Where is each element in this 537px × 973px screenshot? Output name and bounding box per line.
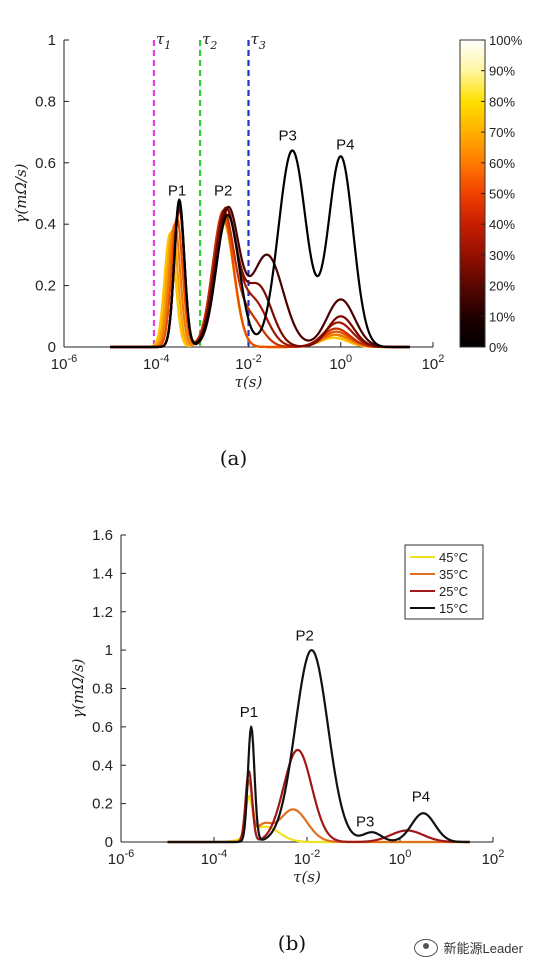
- chart-panel-b: 10-6 10-4 10-2 100 102 0 0.2 0.4 0.6 0.8 1 1.2 1.4 1.…: [69, 527, 504, 955]
- legend-label: 15°C: [439, 601, 468, 616]
- colorbar-label: 70%: [489, 125, 515, 140]
- y-tick-label: 0.8: [92, 681, 113, 698]
- y-tick-label: 1.6: [92, 527, 113, 544]
- colorbar-label: 80%: [489, 94, 515, 109]
- tau-marker-label: τ2: [202, 30, 217, 52]
- wechat-logo-icon: [413, 938, 438, 957]
- watermark-text: 新能源Leader: [443, 941, 523, 956]
- colorbar-label: 100%: [489, 33, 523, 48]
- colorbar-label: 50%: [489, 187, 515, 202]
- legend-label: 25°C: [439, 584, 468, 599]
- y-tick-label: 1.4: [92, 565, 113, 582]
- x-tick-label: 102: [422, 353, 445, 373]
- legend-label: 45°C: [439, 550, 468, 565]
- panel-label: (a): [220, 446, 248, 470]
- peak-label: P2: [214, 183, 232, 200]
- series-line: [167, 649, 470, 844]
- peak-label: P3: [356, 813, 374, 830]
- legend-label: 35°C: [439, 567, 468, 582]
- y-tick-label: 1.2: [92, 604, 113, 621]
- peak-label: P2: [295, 627, 313, 644]
- y-tick-label: 0.6: [35, 155, 56, 172]
- watermark: 新能源Leader: [413, 938, 523, 957]
- peak-label: P4: [336, 137, 354, 154]
- colorbar: [459, 39, 486, 348]
- colorbar-label: 10%: [489, 309, 515, 324]
- y-axis-label: γ(mΩ/s): [69, 658, 87, 718]
- y-tick-label: 0.4: [35, 216, 56, 233]
- colorbar-label: 30%: [489, 248, 515, 263]
- y-tick-label: 0: [48, 339, 56, 356]
- x-tick-label: 100: [329, 353, 352, 373]
- x-tick-label: 10-6: [51, 353, 77, 373]
- x-tick-label: 10-2: [294, 848, 320, 868]
- series-line: [109, 149, 411, 349]
- peak-label: P3: [279, 127, 297, 144]
- x-axis-label: τ(s): [293, 868, 321, 886]
- x-tick-label: 10-4: [201, 848, 227, 868]
- y-tick-label: 0.6: [92, 719, 113, 736]
- y-tick-label: 0.2: [92, 796, 113, 813]
- x-tick-label: 100: [389, 848, 412, 868]
- x-tick-label: 102: [482, 848, 505, 868]
- y-tick-label: 1: [105, 642, 113, 659]
- colorbar-label: 90%: [489, 64, 515, 79]
- x-axis-label: τ(s): [235, 373, 263, 391]
- peak-label: P1: [240, 704, 258, 721]
- y-tick-label: 0.2: [35, 278, 56, 295]
- y-tick-label: 0: [105, 834, 113, 851]
- y-tick-label: 0.8: [35, 93, 56, 110]
- x-tick-label: 10-4: [143, 353, 169, 373]
- panel-label: (b): [278, 931, 306, 955]
- tau-marker-label: τ3: [251, 30, 266, 52]
- y-tick-label: 0.4: [92, 757, 113, 774]
- series-line: [109, 207, 411, 349]
- x-tick-label: 10-6: [108, 848, 134, 868]
- y-axis-label: γ(mΩ/s): [12, 163, 30, 223]
- colorbar-label: 40%: [489, 217, 515, 232]
- colorbar-label: 0%: [489, 340, 508, 355]
- peak-label: P1: [168, 183, 186, 200]
- x-tick-label: 10-2: [235, 353, 261, 373]
- colorbar-label: 20%: [489, 279, 515, 294]
- y-tick-label: 1: [48, 32, 56, 49]
- colorbar-label: 60%: [489, 156, 515, 171]
- peak-label: P4: [412, 789, 430, 806]
- chart-panel-a: 10-6 10-4 10-2 100 102 0 0.2 0.4 0.6 0.8 1 τ(s) γ(mΩ…: [12, 30, 523, 470]
- tau-marker-label: τ1: [156, 30, 171, 52]
